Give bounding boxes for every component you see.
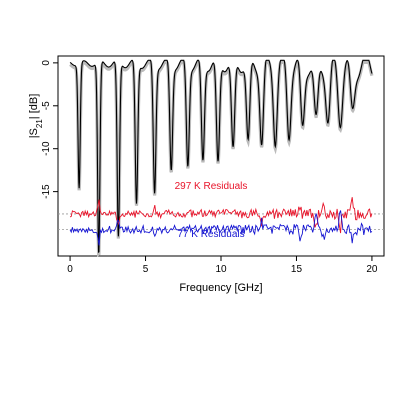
- residual-label-77: 77 K Residuals: [177, 229, 244, 240]
- x-tick-label: 5: [143, 264, 149, 275]
- series-residual-297: [69, 197, 373, 234]
- x-tick-label: 20: [366, 264, 378, 275]
- y-axis: 0 -5 -10 -15: [41, 60, 58, 199]
- x-axis-label: Frequency [GHz]: [179, 282, 262, 294]
- y-tick-label: -5: [41, 101, 52, 110]
- x-tick-label: 10: [215, 264, 227, 275]
- y-tick-label: 0: [41, 60, 52, 66]
- x-tick-label: 15: [291, 264, 303, 275]
- residual-label-297: 297 K Residuals: [175, 181, 248, 192]
- y-tick-label: -10: [41, 141, 52, 156]
- plot-series: [69, 59, 374, 258]
- residual-baselines: [58, 213, 384, 230]
- x-axis: 0 5 10 15 20: [67, 256, 378, 275]
- series-residual-77: [69, 210, 373, 246]
- y-axis-label: |S21| [dB]: [28, 94, 44, 139]
- x-tick-label: 0: [67, 264, 73, 275]
- series-measured: [69, 59, 373, 253]
- y-tick-label: -15: [41, 184, 52, 199]
